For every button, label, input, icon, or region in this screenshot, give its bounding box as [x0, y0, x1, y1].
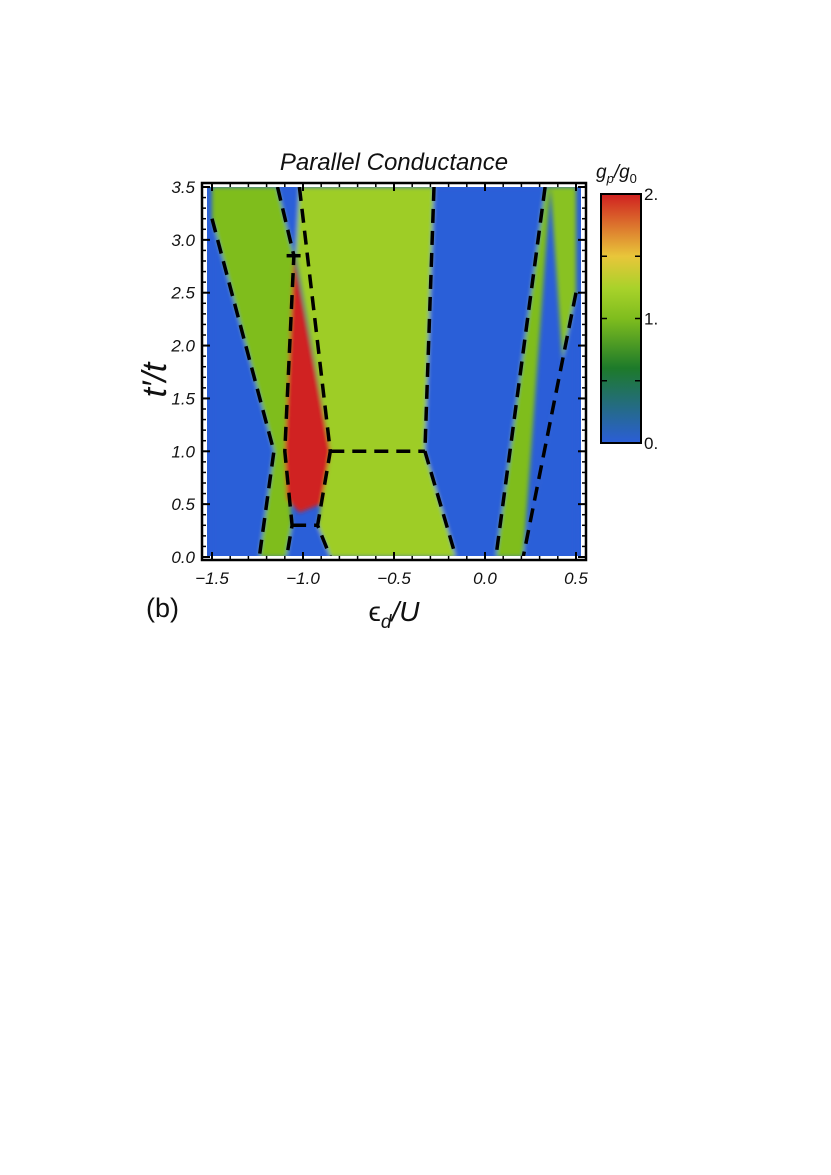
x-axis-label-rest: /U [389, 596, 420, 627]
x-axis-label-symbol: ϵ [369, 596, 381, 627]
boundary-center-right [423, 187, 458, 556]
region-blue-left [212, 218, 274, 556]
colorbar-tick-label: 2. [644, 185, 658, 204]
colorbar-tick-label: 0. [644, 434, 658, 453]
y-tick-label: 2.5 [170, 284, 195, 303]
x-axis-label-subscript: d [381, 612, 393, 633]
region-blue-strip-top [277, 187, 300, 256]
y-tick-label: 3.0 [171, 231, 195, 250]
x-tick-label: 0.0 [473, 569, 497, 588]
x-tick-label: −1.5 [195, 569, 229, 588]
y-tick-label: 0.0 [171, 548, 195, 567]
y-tick-label: 0.5 [171, 495, 195, 514]
y-tick-label: 1.5 [171, 389, 195, 408]
colorbar-label-p: p [606, 171, 614, 186]
colorbar: gp/g0 0. 1. 2. [596, 162, 658, 453]
y-axis-ticks: 0.0 0.5 1.0 1.5 2.0 2.5 3.0 3.5 [170, 178, 586, 567]
boundary-right-a [494, 187, 547, 556]
boundary-left-outer [210, 218, 276, 556]
figure-panel-label: (b) [146, 593, 179, 623]
region-red-peak [284, 255, 331, 513]
x-tick-label: −1.0 [286, 569, 320, 588]
colorbar-label-0: 0 [630, 171, 637, 186]
y-tick-label: 2.0 [170, 337, 195, 356]
colorbar-tick-label: 1. [644, 310, 658, 329]
y-tick-label: 1.0 [171, 442, 195, 461]
chart-title: Parallel Conductance [280, 149, 508, 176]
boundary-right-b [521, 292, 578, 556]
region-green-center [295, 187, 456, 556]
x-tick-label: 0.5 [564, 569, 588, 588]
x-axis-label: ϵd/U [369, 596, 421, 633]
y-axis-label: t′/t [136, 361, 174, 397]
y-tick-label: 3.5 [171, 178, 195, 197]
colorbar-ticks: 0. 1. 2. [601, 185, 658, 453]
region-green-right-band [496, 187, 551, 556]
colorbar-label: gp/g0 [596, 162, 637, 186]
boundary-red-right-edge [297, 187, 333, 556]
colorbar-label-g: g [596, 162, 607, 183]
region-blue-right [424, 187, 546, 556]
region-blue-bottom [286, 525, 330, 556]
boundary-left-inner [275, 187, 296, 556]
x-axis-ticks: −1.5 −1.0 −0.5 0.0 0.5 [195, 183, 588, 588]
heatmap-plot: −1.5 −1.0 −0.5 0.0 0.5 0.0 0.5 1.0 1.5 2.0 2.5 3.0… [170, 178, 588, 588]
x-tick-label: −0.5 [377, 569, 411, 588]
phase-boundaries [210, 187, 578, 556]
colorbar-label-slash-g: /g [612, 162, 630, 183]
